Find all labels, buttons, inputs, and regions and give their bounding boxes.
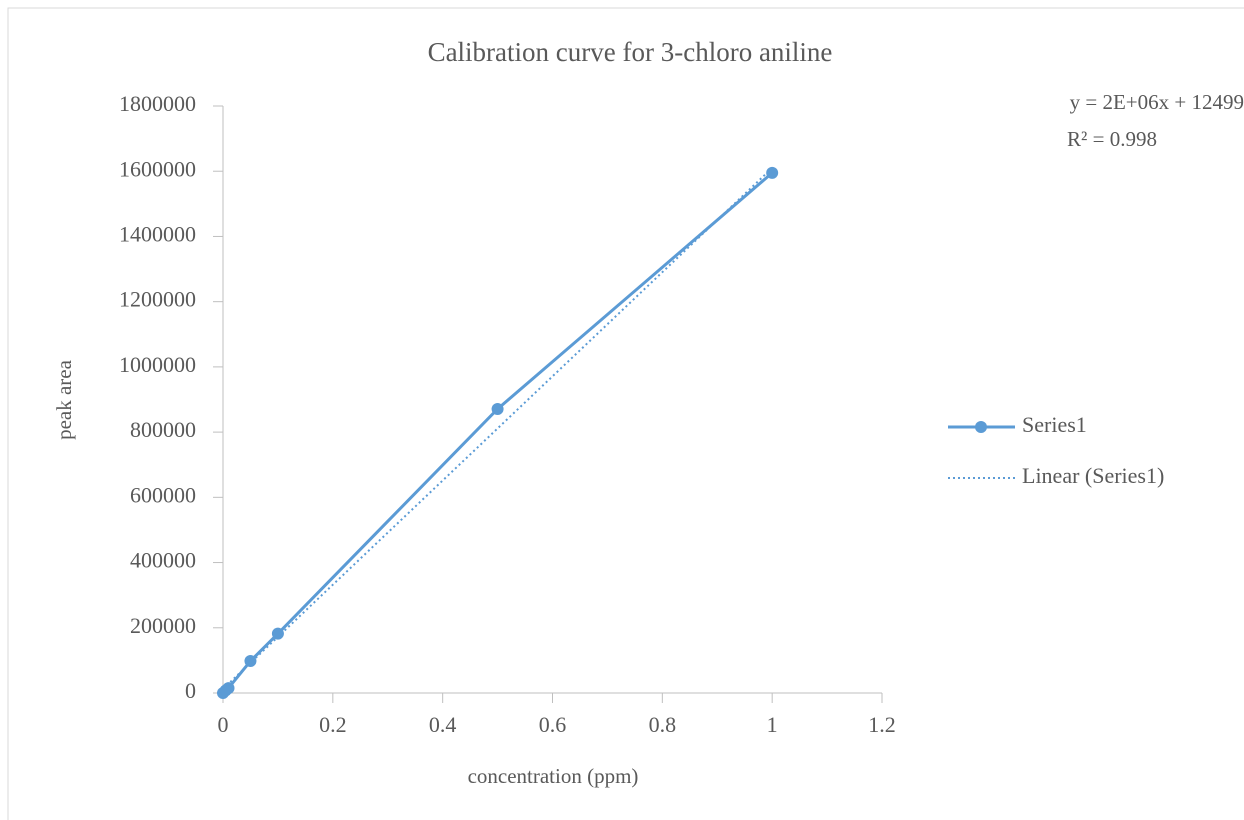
y-tick-label: 1600000	[119, 156, 196, 181]
trendline	[222, 167, 773, 690]
chart-title: Calibration curve for 3-chloro aniline	[428, 37, 833, 67]
data-point	[491, 402, 504, 415]
legend-label: Linear (Series1)	[1022, 463, 1164, 488]
trendline-equation: y = 2E+06x + 12499	[1070, 90, 1244, 114]
x-tick-label: 0.8	[649, 712, 677, 737]
y-tick-label: 1000000	[119, 352, 196, 377]
y-axis-label: peak area	[52, 359, 76, 440]
chart-border	[7, 7, 1244, 820]
y-tick-label: 1800000	[119, 91, 196, 116]
y-tick-label: 1200000	[119, 287, 196, 312]
x-tick-label: 0.2	[319, 712, 347, 737]
x-tick-label: 0.6	[539, 712, 567, 737]
x-tick-label: 0	[218, 712, 229, 737]
y-tick-label: 600000	[130, 482, 196, 507]
trendline-r2: R² = 0.998	[1067, 127, 1157, 151]
y-tick-label: 400000	[130, 548, 196, 573]
x-tick-label: 1.2	[868, 712, 896, 737]
legend-marker	[975, 421, 987, 433]
y-tick-label: 1400000	[119, 221, 196, 246]
y-tick-label: 0	[185, 678, 196, 703]
y-tick-label: 200000	[130, 613, 196, 638]
x-axis-label: concentration (ppm)	[468, 764, 639, 788]
y-tick-label: 800000	[130, 417, 196, 442]
data-point	[271, 627, 284, 640]
data-point	[222, 682, 235, 695]
x-tick-label: 1	[767, 712, 778, 737]
legend-label: Series1	[1022, 412, 1087, 437]
data-point	[244, 655, 257, 668]
data-point	[766, 166, 779, 179]
x-tick-label: 0.4	[429, 712, 457, 737]
